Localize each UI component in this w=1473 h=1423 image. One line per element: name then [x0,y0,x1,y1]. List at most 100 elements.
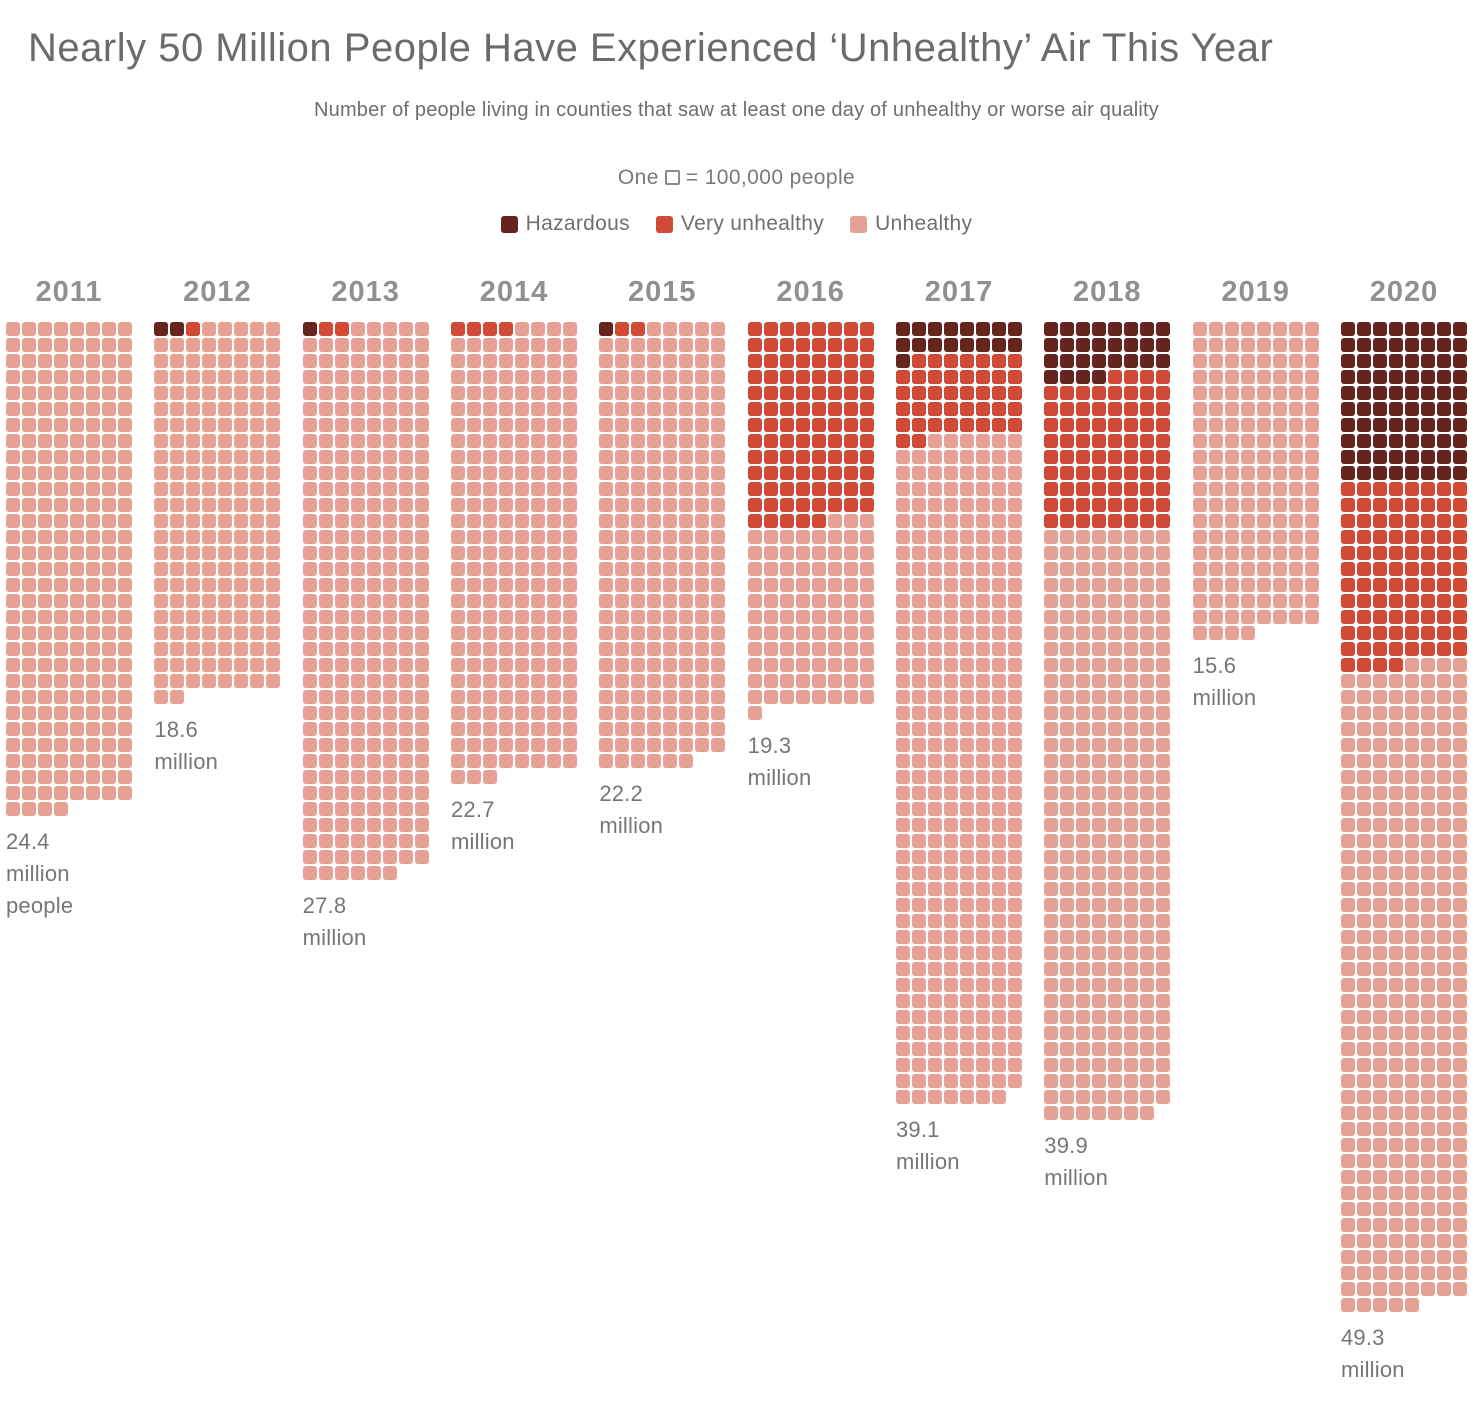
waffle-square-unhealthy [1044,898,1059,912]
waffle-square-unhealthy [1044,738,1059,752]
waffle-square-unhealthy [959,818,974,832]
waffle-square-unhealthy [154,690,169,704]
waffle-square-unhealthy [382,322,397,336]
waffle-square-unhealthy [1156,994,1171,1008]
waffle-square-unhealthy [1340,738,1355,752]
waffle-square-very-unhealthy [795,354,810,368]
waffle-square-unhealthy [1076,930,1091,944]
waffle-square-unhealthy [398,642,413,656]
waffle-square-unhealthy [382,530,397,544]
waffle-square-unhealthy [647,514,662,528]
waffle-square-unhealthy [562,530,577,544]
waffle-square-unhealthy [1304,514,1319,528]
waffle-square-unhealthy [811,674,826,688]
waffle-square-unhealthy [318,418,333,432]
waffle-square-unhealthy [1240,322,1255,336]
waffle-square-unhealthy [599,658,614,672]
waffle-square-unhealthy [1272,546,1287,560]
waffle-square-unhealthy [6,530,20,544]
waffle-square-very-unhealthy [747,498,762,512]
waffle-square-hazardous [1156,322,1171,336]
waffle-square-unhealthy [334,770,349,784]
waffle-square-unhealthy [530,450,545,464]
waffle-square-very-unhealthy [795,386,810,400]
waffle-square-hazardous [1436,434,1451,448]
waffle-square-unhealthy [1388,1218,1403,1232]
waffle-square-unhealthy [302,690,317,704]
waffle-square-unhealthy [1224,482,1239,496]
waffle-square-unhealthy [22,786,36,800]
waffle-square-unhealthy [70,594,84,608]
waffle-square-unhealthy [218,530,233,544]
waffle-square-hazardous [1404,450,1419,464]
waffle-square-unhealthy [1288,578,1303,592]
waffle-square-unhealthy [1108,690,1123,704]
waffle-square-unhealthy [218,434,233,448]
waffle-square-unhealthy [450,482,465,496]
waffle-square-unhealthy [1356,722,1371,736]
waffle-square-unhealthy [1420,1026,1435,1040]
waffle-square-unhealthy [779,546,794,560]
waffle-square-unhealthy [911,722,926,736]
waffle-square-unhealthy [1256,482,1271,496]
waffle-square-unhealthy [414,418,429,432]
waffle-square-unhealthy [102,674,116,688]
waffle-square-hazardous [1388,370,1403,384]
waffle-square-unhealthy [895,1042,910,1056]
waffle-square-unhealthy [202,370,217,384]
waffle-square-unhealthy [1124,626,1139,640]
waffle-square-unhealthy [911,770,926,784]
waffle-square-unhealthy [647,594,662,608]
waffle-square-unhealthy [22,386,36,400]
waffle-square-unhealthy [38,514,52,528]
waffle-square-unhealthy [1372,882,1387,896]
waffle-square-unhealthy [1436,930,1451,944]
waffle-square-unhealthy [22,738,36,752]
waffle-square-unhealthy [1208,578,1223,592]
waffle-square-very-unhealthy [763,386,778,400]
waffle-square-unhealthy [498,402,513,416]
waffle-square-unhealthy [1060,546,1075,560]
waffle-square-very-unhealthy [1372,562,1387,576]
waffle-square-very-unhealthy [1388,562,1403,576]
waffle-square-unhealthy [6,418,20,432]
waffle-square-unhealthy [38,722,52,736]
waffle-square-unhealthy [975,610,990,624]
waffle-square-unhealthy [154,642,169,656]
waffle-square-unhealthy [1388,754,1403,768]
waffle-square-unhealthy [1356,1010,1371,1024]
waffle-square-very-unhealthy [1388,530,1403,544]
waffle-square-unhealthy [1108,770,1123,784]
waffle-square-very-unhealthy [895,402,910,416]
waffle-square-very-unhealthy [1372,498,1387,512]
waffle-square-very-unhealthy [795,498,810,512]
waffle-square-unhealthy [1256,402,1271,416]
waffle-square-very-unhealthy [1108,466,1123,480]
waffle-square-unhealthy [154,402,169,416]
waffle-square-unhealthy [202,466,217,480]
waffle-square-unhealthy [1304,418,1319,432]
waffle-square-unhealthy [414,642,429,656]
waffle-square-unhealthy [1340,898,1355,912]
waffle-square-unhealthy [1420,658,1435,672]
waffle-square-unhealthy [1404,882,1419,896]
legend: Hazardous Very unhealthy Unhealthy [0,212,1473,236]
waffle-square-unhealthy [1404,802,1419,816]
waffle-square-unhealthy [991,946,1006,960]
waffle-square-unhealthy [546,466,561,480]
waffle-square-unhealthy [1356,994,1371,1008]
waffle-square-unhealthy [991,882,1006,896]
waffle-square-unhealthy [170,626,185,640]
waffle-square-unhealthy [1256,322,1271,336]
waffle-square-unhealthy [895,1010,910,1024]
waffle-square-unhealthy [1124,1090,1139,1104]
waffle-square-unhealthy [1256,434,1271,448]
waffle-square-unhealthy [747,626,762,640]
waffle-square-unhealthy [250,674,265,688]
waffle-square-unhealthy [1060,1106,1075,1120]
waffle-square-unhealthy [1420,994,1435,1008]
waffle-square-unhealthy [366,706,381,720]
waffle-square-unhealthy [6,770,20,784]
waffle-square-unhealthy [1060,658,1075,672]
waffle-square-unhealthy [382,482,397,496]
